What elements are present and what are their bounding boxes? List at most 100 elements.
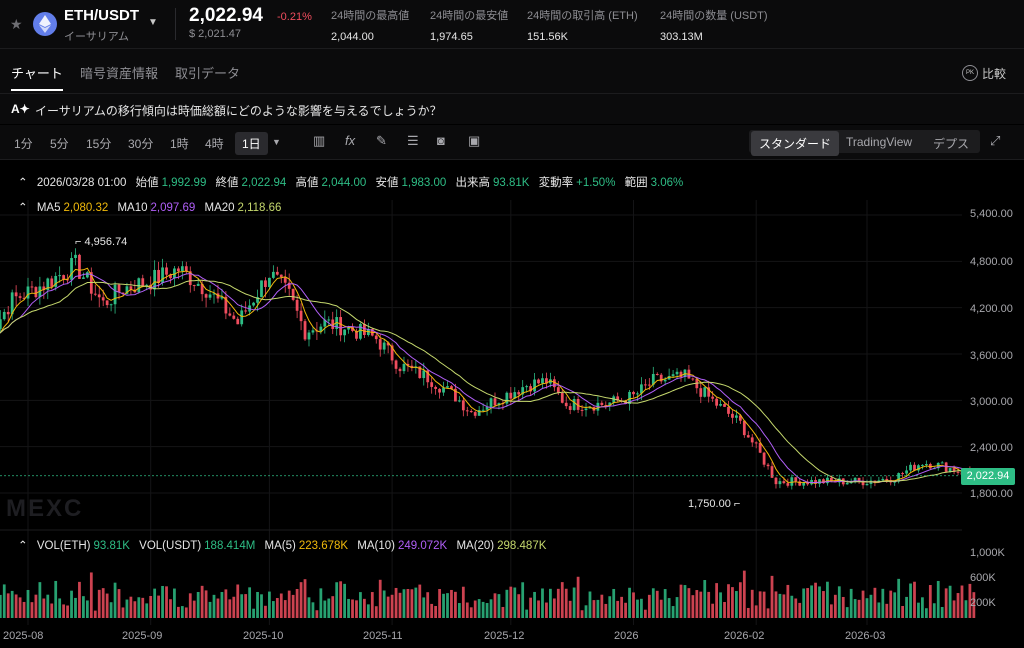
- view-standard[interactable]: スタンダード: [751, 131, 840, 156]
- calendar-icon[interactable]: ▣: [468, 133, 481, 148]
- pair-dropdown-icon[interactable]: ▼: [148, 17, 158, 28]
- volume-bar: [687, 588, 691, 618]
- tab-trade-data[interactable]: 取引データ: [175, 66, 241, 81]
- stat-label: 24時間の取引高 (ETH): [527, 10, 638, 22]
- interval-1m[interactable]: 1分: [14, 137, 33, 151]
- eth-coin-icon: [33, 12, 57, 36]
- ohlc-collapse-icon[interactable]: ⌃: [18, 177, 28, 189]
- ma10-value: 2,097.69: [150, 202, 196, 214]
- candle: [0, 319, 2, 329]
- candle: [707, 387, 711, 397]
- volume-bar: [363, 598, 366, 618]
- interval-30m[interactable]: 30分: [128, 137, 154, 151]
- volume-bar: [806, 588, 810, 618]
- candle: [252, 302, 255, 306]
- view-depth[interactable]: デプス: [933, 137, 970, 151]
- camera-icon[interactable]: ◙: [437, 133, 445, 148]
- volume-value: 93.81K: [492, 177, 530, 189]
- volume-bar: [398, 592, 402, 618]
- volume-bar: [675, 597, 679, 618]
- interval-1h[interactable]: 1時: [170, 137, 189, 151]
- candle: [398, 368, 402, 372]
- price-chart-svg[interactable]: [0, 160, 1024, 648]
- volume-bar: [960, 585, 964, 618]
- candle: [600, 402, 604, 406]
- candle: [493, 398, 497, 406]
- compare-pk-icon[interactable]: PK: [962, 65, 978, 81]
- vol-collapse-icon[interactable]: ⌃: [18, 540, 28, 552]
- volume-bar: [382, 590, 386, 618]
- candle: [113, 284, 117, 305]
- interval-4h[interactable]: 4時: [205, 137, 224, 151]
- draw-pencil-icon[interactable]: ✎: [376, 133, 387, 148]
- volume-bar: [909, 583, 912, 618]
- ai-question-bar[interactable]: A✦ イーサリアムの移行傾向は時価総額にどのような影響を与えるでしょうか？: [0, 94, 1024, 124]
- chart-area[interactable]: MEXC ⌃ 2026/03/28 01:00 始値 1,992.99 終値 2,0…: [0, 160, 1024, 648]
- pair-symbol[interactable]: ETH/USDT: [64, 7, 139, 24]
- volume-bar: [707, 591, 711, 618]
- volume-bar: [936, 580, 940, 618]
- candle: [212, 293, 216, 295]
- volume-bar: [517, 594, 521, 618]
- volume-bar: [738, 582, 742, 618]
- volume-bar: [667, 598, 671, 618]
- layout-list-icon[interactable]: ☰: [407, 133, 419, 148]
- candle: [584, 408, 588, 411]
- ai-question-text[interactable]: イーサリアムの移行傾向は時価総額にどのような影響を与えるでしょうか？: [35, 104, 442, 118]
- candle: [774, 477, 778, 485]
- tab-chart[interactable]: チャート: [11, 66, 63, 81]
- candle: [240, 310, 244, 325]
- candle: [738, 415, 742, 421]
- volume-bar: [837, 586, 841, 618]
- candle: [450, 386, 453, 389]
- candle: [794, 477, 798, 482]
- candle-type-icon[interactable]: ▥: [313, 133, 326, 148]
- volume-axis-tick: 600K: [970, 572, 996, 584]
- fullscreen-icon[interactable]: ⤢: [990, 133, 1001, 148]
- candle: [394, 360, 398, 369]
- candle: [141, 278, 145, 286]
- volume-bar: [541, 588, 544, 618]
- time-axis-tick: 2025-08: [3, 630, 44, 642]
- interval-5m[interactable]: 5分: [50, 137, 69, 151]
- pair-name: イーサリアム: [64, 31, 130, 43]
- ma5-value: 2,080.32: [63, 202, 109, 214]
- volume-bar: [355, 600, 358, 618]
- volume-bar: [220, 592, 224, 618]
- candle: [359, 323, 362, 339]
- candle: [438, 388, 441, 393]
- interval-dropdown-icon[interactable]: ▼: [272, 137, 281, 147]
- volume-bar: [386, 596, 390, 618]
- volume-bar: [715, 583, 718, 618]
- volume-bar: [70, 590, 73, 618]
- ma-collapse-icon[interactable]: ⌃: [18, 202, 28, 214]
- candle: [897, 473, 901, 482]
- ma-info: ⌃ MA5 2,080.32 MA10 2,097.69 MA20 2,118.66: [18, 200, 287, 214]
- candle: [331, 319, 335, 329]
- volume-bar: [216, 598, 220, 618]
- vol-usdt-value: 188.414M: [204, 540, 256, 552]
- candle: [537, 379, 540, 384]
- volume-bar: [893, 592, 897, 618]
- interval-15m[interactable]: 15分: [86, 137, 112, 151]
- candle: [109, 304, 113, 306]
- interval-1d[interactable]: 1日: [235, 132, 268, 155]
- volume-bar: [410, 589, 414, 618]
- volume-bar: [339, 581, 343, 618]
- volume-bar: [616, 600, 620, 618]
- view-tradingview[interactable]: TradingView: [846, 135, 913, 149]
- candle: [386, 342, 390, 346]
- volume-bar: [283, 600, 287, 618]
- compare-button[interactable]: 比較: [982, 67, 1007, 81]
- candle: [711, 396, 715, 399]
- volume-bar: [101, 588, 105, 618]
- indicator-fx-icon[interactable]: fx: [345, 133, 356, 148]
- volume-bar: [651, 588, 655, 618]
- candle: [762, 452, 766, 465]
- tab-crypto-info[interactable]: 暗号資産情報: [80, 66, 159, 81]
- stat-value: 303.13M: [660, 31, 703, 43]
- candle: [580, 409, 584, 411]
- volume-bar: [647, 594, 651, 618]
- volume-bar: [719, 592, 722, 618]
- favorite-star-icon[interactable]: ★: [10, 16, 23, 32]
